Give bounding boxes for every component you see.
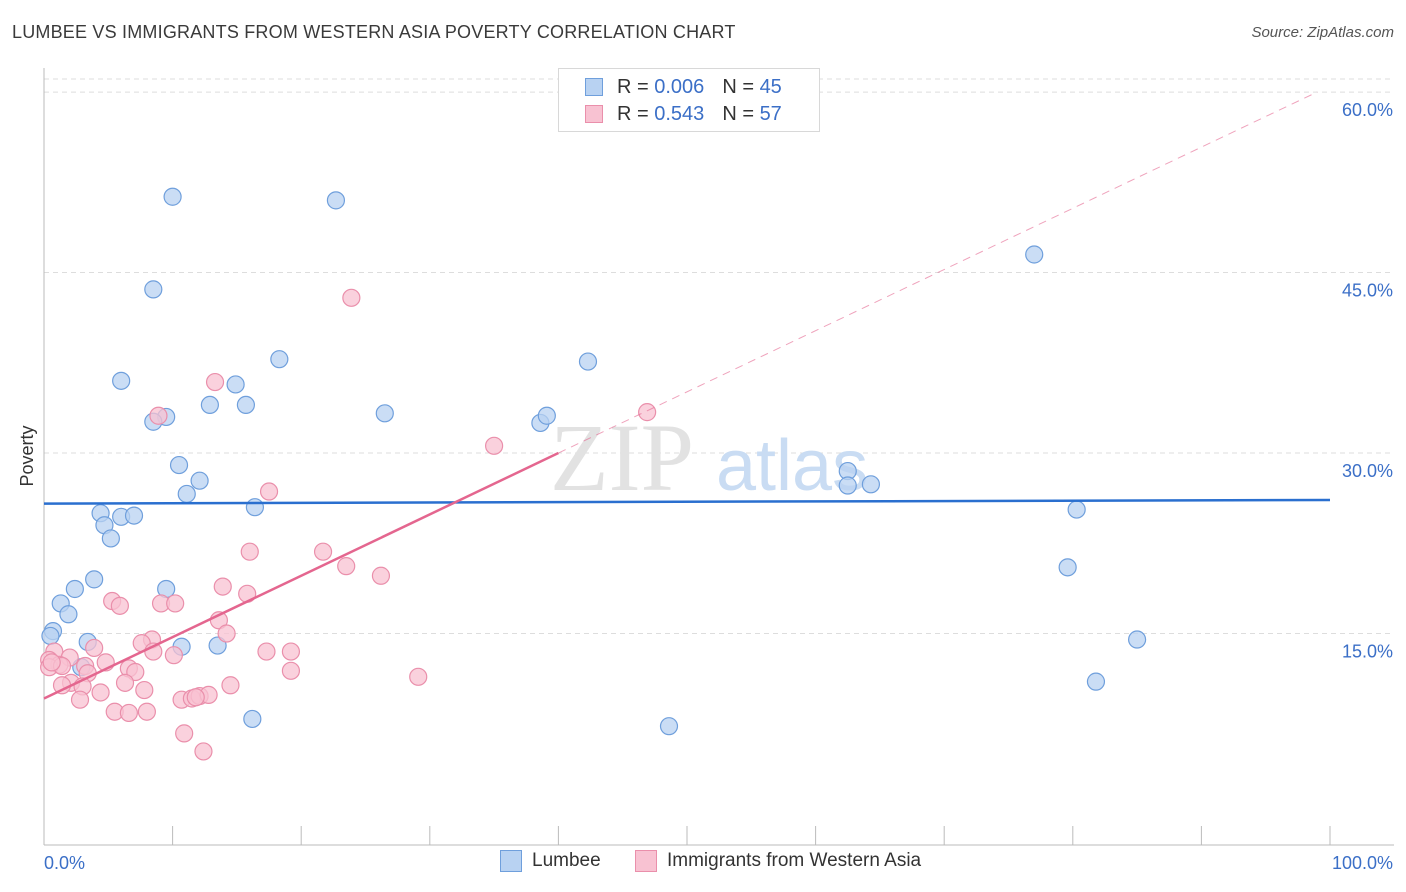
x-tick-label-min: 0.0% <box>44 853 85 873</box>
bottom-immigrants-swatch <box>635 850 657 872</box>
immigrants-point <box>175 724 194 743</box>
immigrants-point <box>342 288 361 307</box>
axis-layer: 15.0% 30.0% 45.0% 60.0% 0.0% 100.0% <box>43 68 1394 873</box>
immigrants-point <box>217 624 236 643</box>
immigrants-trend-line <box>43 451 559 700</box>
lumbee-point <box>659 717 679 736</box>
lumbee-point <box>326 191 346 210</box>
immigrants-point <box>313 542 333 561</box>
lumbee-point <box>112 371 131 390</box>
lumbee-point <box>208 636 227 655</box>
legend-row-immigrants: R = 0.543 N = 57 <box>585 102 782 126</box>
immigrants-point <box>115 673 135 692</box>
lumbee-point <box>59 605 78 624</box>
y-tick-label: 60.0% <box>1342 100 1393 120</box>
lumbee-point <box>537 406 556 425</box>
immigrants-point <box>91 683 110 702</box>
lumbee-trend-line <box>43 498 1331 505</box>
lumbee-swatch <box>585 78 603 96</box>
lumbee-point <box>101 529 120 548</box>
immigrants-point <box>257 642 276 661</box>
watermark-zip: ZIP <box>550 404 694 511</box>
immigrants-point <box>213 577 232 596</box>
lumbee-point <box>1058 558 1077 577</box>
bottom-lumbee-swatch <box>500 850 522 872</box>
y-tick-label: 15.0% <box>1342 642 1393 662</box>
lumbee-r-value: 0.006 <box>654 75 705 98</box>
lumbee-point <box>375 404 394 423</box>
immigrants-n-label: N = <box>722 102 754 125</box>
lumbee-point <box>245 498 265 517</box>
stats-legend: R = 0.006 N = 45 R = 0.543 N = 57 <box>558 68 820 132</box>
y-axis-label: Poverty <box>17 425 37 486</box>
y-tick-label: 30.0% <box>1342 461 1393 481</box>
immigrants-point <box>110 596 129 615</box>
immigrants-point <box>186 688 205 707</box>
lumbee-point <box>1127 630 1147 649</box>
immigrants-point <box>166 594 185 613</box>
lumbee-point <box>85 570 104 589</box>
immigrants-point <box>240 542 259 561</box>
lumbee-point <box>226 375 245 394</box>
lumbee-point <box>65 579 84 599</box>
legend-row-lumbee: R = 0.006 N = 45 <box>585 75 782 99</box>
trend-layer <box>43 91 1331 700</box>
lumbee-n-label: N = <box>722 75 754 98</box>
points-layer <box>40 187 1147 761</box>
immigrants-point <box>42 653 61 672</box>
chart-title: LUMBEE VS IMMIGRANTS FROM WESTERN ASIA P… <box>12 22 736 42</box>
bottom-lumbee-label: Lumbee <box>532 850 601 871</box>
immigrants-point <box>119 703 138 723</box>
bottom-immigrants-label: Immigrants from Western Asia <box>667 850 922 871</box>
immigrants-point <box>371 566 391 585</box>
immigrants-point <box>409 667 428 686</box>
lumbee-point <box>861 475 880 494</box>
immigrants-point <box>85 638 104 658</box>
immigrants-point <box>485 436 504 455</box>
y-tick-label: 45.0% <box>1342 281 1393 301</box>
lumbee-point <box>838 476 857 495</box>
x-tick-label-max: 100.0% <box>1332 853 1393 873</box>
immigrants-n-value: 57 <box>759 102 782 125</box>
immigrants-point <box>164 646 183 665</box>
lumbee-point <box>200 395 219 415</box>
lumbee-point <box>41 626 60 646</box>
lumbee-point <box>177 484 196 504</box>
lumbee-point <box>1025 245 1044 264</box>
immigrants-point <box>205 372 225 392</box>
bottom-legend-lumbee: Lumbee <box>500 850 601 872</box>
lumbee-point <box>144 280 163 299</box>
immigrants-point <box>149 406 168 425</box>
lumbee-n-value: 45 <box>759 75 782 98</box>
lumbee-point <box>1067 500 1086 519</box>
lumbee-point <box>270 350 289 369</box>
immigrants-point <box>194 742 213 761</box>
immigrants-swatch <box>585 105 603 123</box>
lumbee-point <box>236 395 256 415</box>
immigrants-r-label: R = <box>617 102 649 125</box>
immigrants-point <box>221 676 240 695</box>
immigrants-point <box>281 661 301 680</box>
lumbee-point <box>1086 672 1106 691</box>
watermark: ZIP atlas <box>550 404 868 511</box>
immigrants-point <box>135 680 154 700</box>
lumbee-point <box>163 187 182 206</box>
lumbee-point <box>169 455 189 475</box>
immigrants-point <box>638 403 657 422</box>
immigrants-r-value: 0.543 <box>654 102 705 125</box>
immigrants-trend-extension <box>558 91 1318 454</box>
lumbee-r-label: R = <box>617 75 649 98</box>
immigrants-point <box>281 642 301 661</box>
immigrants-point <box>259 482 279 501</box>
source-label: Source: ZipAtlas.com <box>1251 24 1394 41</box>
lumbee-point <box>190 471 209 490</box>
bottom-legend-immigrants: Immigrants from Western Asia <box>635 850 921 872</box>
immigrants-point <box>337 557 356 576</box>
lumbee-point <box>124 506 144 525</box>
lumbee-point <box>243 709 262 729</box>
lumbee-point <box>578 352 598 371</box>
immigrants-point <box>137 702 156 721</box>
immigrants-point <box>70 690 90 709</box>
